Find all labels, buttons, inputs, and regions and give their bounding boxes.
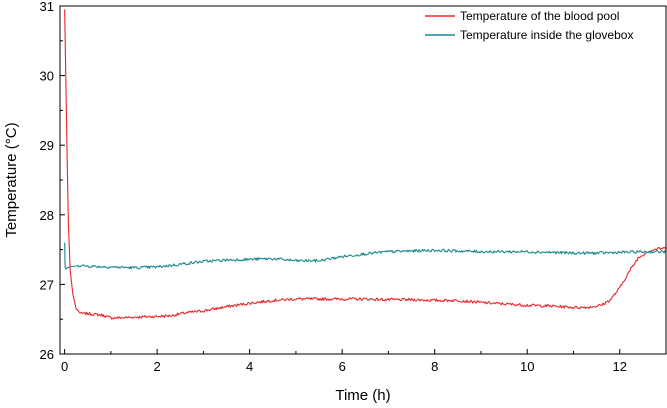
y-tick-label: 28	[40, 208, 54, 223]
x-tick-label: 10	[520, 359, 534, 374]
x-tick-label: 4	[246, 359, 253, 374]
y-axis-title: Temperature (°C)	[3, 122, 20, 237]
y-tick-label: 31	[40, 0, 54, 14]
x-tick-label: 0	[61, 359, 68, 374]
y-tick-label: 29	[40, 138, 54, 153]
x-axis-title: Time (h)	[335, 387, 390, 404]
series-layer	[64, 9, 667, 320]
x-tick-label: 12	[613, 359, 627, 374]
legend-label-0: Temperature of the blood pool	[460, 9, 619, 23]
x-tick-label: 2	[154, 359, 161, 374]
x-tick-label: 6	[339, 359, 346, 374]
legend-label-1: Temperature inside the glovebox	[460, 28, 633, 42]
plot-frame	[59, 5, 667, 355]
y-tick-label: 27	[40, 277, 54, 292]
x-tick-label: 8	[431, 359, 438, 374]
ticks-layer: 0 2 4 6 8 10 12 26 27 28 29 30 31	[40, 0, 667, 374]
series-line-0	[64, 9, 667, 320]
y-tick-label: 26	[40, 347, 54, 362]
legend: Temperature of the blood pool Temperature…	[425, 9, 633, 42]
series-line-1	[64, 242, 667, 270]
y-tick-label: 30	[40, 69, 54, 84]
